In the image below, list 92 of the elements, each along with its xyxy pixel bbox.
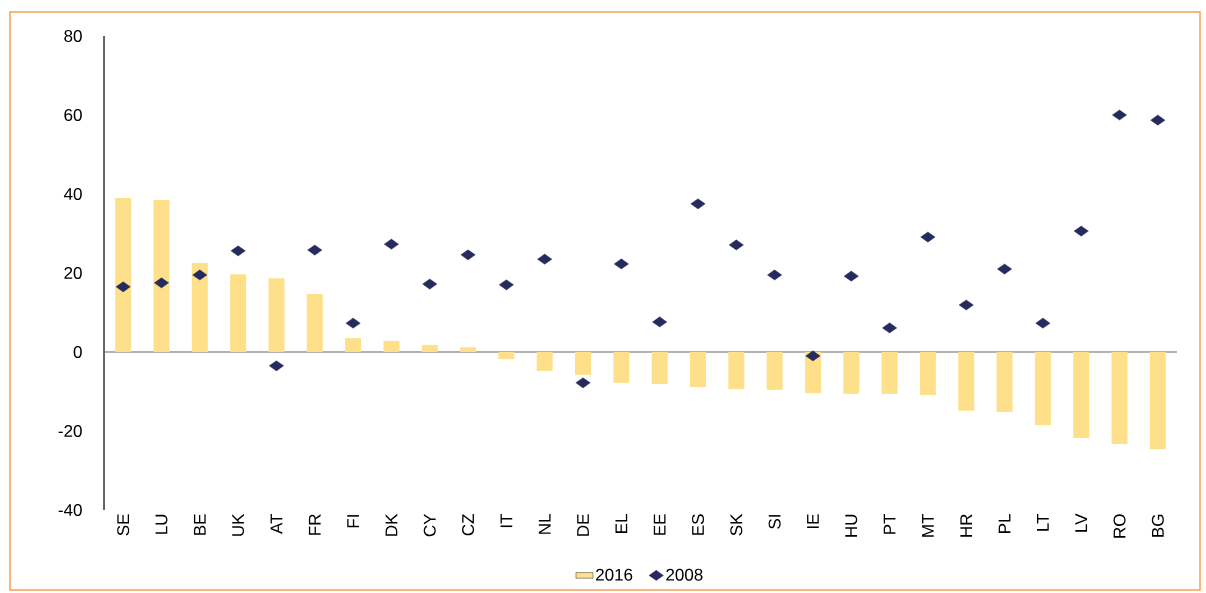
point	[652, 316, 668, 328]
bar	[421, 344, 438, 352]
bar	[1073, 351, 1090, 439]
bar	[268, 278, 285, 352]
point	[997, 263, 1012, 275]
x-tick-label: FR	[308, 514, 321, 535]
bar	[1149, 351, 1166, 450]
bar	[881, 351, 898, 394]
x-tick-label: RO	[1113, 514, 1126, 538]
x-tick-label: DE	[577, 514, 589, 536]
x-tick-label: SE	[117, 514, 130, 536]
x-tick-label: PT	[883, 513, 896, 534]
y-tick-label: -40	[58, 503, 82, 517]
x-tick-label: DK	[385, 513, 398, 536]
bar	[460, 347, 477, 352]
point	[843, 270, 859, 282]
bar	[536, 351, 553, 371]
point	[230, 245, 246, 257]
x-tick-label: UK	[232, 513, 245, 536]
bar	[153, 199, 170, 352]
x-tick-label: MT	[922, 513, 934, 537]
x-tick-label: HU	[845, 514, 858, 537]
bar	[843, 351, 860, 394]
bar	[191, 263, 208, 352]
point	[154, 277, 169, 289]
y-tick-label: 20	[64, 266, 82, 280]
y-tick-label: -20	[58, 424, 82, 438]
bar	[575, 351, 592, 375]
point	[882, 322, 897, 334]
point	[460, 249, 476, 261]
x-tick-label: AT	[270, 513, 283, 534]
point	[1073, 225, 1089, 237]
x-tick-label: CY	[423, 513, 436, 537]
point	[767, 269, 783, 281]
point	[307, 244, 323, 256]
x-tick-label: NL	[538, 514, 551, 534]
x-tick-label: BE	[193, 514, 206, 535]
legend-label: 2016	[596, 568, 633, 581]
point	[422, 278, 438, 290]
bar	[651, 351, 668, 384]
x-tick-label: EL	[615, 514, 628, 533]
x-tick-label: ES	[691, 514, 705, 535]
x-tick-label: SK	[730, 513, 743, 536]
point	[728, 239, 744, 251]
point	[1150, 114, 1166, 126]
point	[269, 360, 284, 372]
y-tick-label: 0	[73, 345, 82, 359]
point	[115, 281, 131, 293]
point	[575, 377, 591, 389]
bar	[728, 351, 745, 390]
point	[192, 269, 208, 281]
bar	[613, 351, 630, 383]
y-tick-label: 40	[63, 187, 82, 201]
bar	[766, 351, 783, 390]
bar	[1034, 351, 1051, 426]
bar	[689, 351, 706, 388]
x-tick-label: SI	[768, 515, 781, 529]
x-tick-label: FI	[347, 515, 359, 528]
point	[690, 198, 706, 210]
bar	[498, 351, 515, 360]
point	[345, 317, 361, 329]
y-tick-label: 60	[64, 108, 82, 122]
point	[1112, 109, 1127, 121]
x-tick-label: BG	[1151, 514, 1164, 537]
x-tick-label: PL	[998, 514, 1011, 533]
x-tick-label: LU	[155, 514, 168, 534]
bar	[230, 274, 247, 352]
x-tick-label: LV	[1075, 513, 1088, 532]
x-tick-label: LT	[1037, 513, 1049, 531]
bar	[958, 351, 975, 411]
bar	[996, 351, 1013, 413]
legend-label: 2008	[666, 568, 703, 581]
point	[920, 231, 936, 243]
point	[1035, 317, 1051, 329]
point	[498, 279, 514, 291]
point	[384, 238, 399, 250]
point	[613, 258, 629, 270]
x-tick-label: CZ	[462, 514, 475, 536]
bar	[383, 340, 400, 352]
x-tick-label: HR	[960, 514, 973, 537]
point	[537, 253, 553, 265]
x-tick-label: IT	[500, 513, 513, 528]
x-tick-label: IE	[807, 514, 819, 529]
point	[805, 350, 821, 362]
bar	[919, 351, 936, 396]
bar	[306, 293, 323, 352]
x-tick-label: EE	[653, 514, 666, 535]
bar	[115, 197, 132, 352]
y-tick-label: 80	[64, 29, 82, 43]
bar	[345, 338, 362, 352]
bar	[1111, 351, 1128, 445]
point	[958, 299, 974, 311]
